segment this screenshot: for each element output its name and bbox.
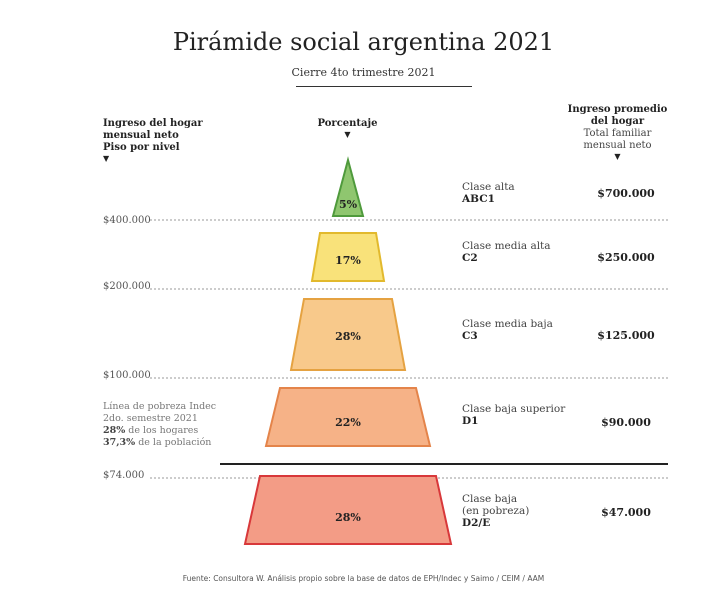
class-code: C3 <box>462 330 478 342</box>
pyramid-layer-abc1 <box>331 156 365 217</box>
households-text: de los hogares <box>128 425 199 436</box>
pyramid-layer-d2e <box>243 475 453 545</box>
class-label-d2e: Clase baja (en pobreza) D2/E <box>462 493 529 529</box>
left-column-header: Ingreso del hogar mensual neto Piso por … <box>103 118 243 162</box>
poverty-households: 28% de los hogares <box>103 425 216 437</box>
chart-subtitle: Cierre 4to trimestre 2021 <box>291 66 436 79</box>
class-name: Clase media baja <box>462 318 553 330</box>
floor-label-74000: $74.000 <box>103 470 145 481</box>
right-header-line-1: Ingreso promedio <box>567 104 668 115</box>
class-code: C2 <box>462 252 478 264</box>
left-header-line-1: Ingreso del hogar <box>103 118 203 129</box>
down-arrow-icon: ▼ <box>344 129 351 139</box>
income-d2e: $47.000 <box>601 506 651 519</box>
down-arrow-icon: ▼ <box>614 151 621 161</box>
class-name: Clase media alta <box>462 240 551 252</box>
floor-label-100000: $100.000 <box>103 370 151 381</box>
class-code: D1 <box>462 415 479 427</box>
pct-label: 17% <box>335 254 361 267</box>
pct-label: 22% <box>335 416 361 429</box>
class-code: ABC1 <box>462 193 495 205</box>
class-name: Clase baja superior <box>462 403 566 415</box>
pct-label: 5% <box>339 198 358 211</box>
left-header-line-2: mensual neto <box>103 130 179 141</box>
population-value: 37,3% <box>103 437 136 448</box>
class-name: Clase alta <box>462 181 515 193</box>
right-header-sub-2: mensual neto <box>583 140 652 151</box>
pyramid-layer-c2 <box>310 232 386 282</box>
income-c2: $250.000 <box>597 251 655 264</box>
class-label-abc1: Clase alta ABC1 <box>462 181 515 205</box>
pyramid-layer-c3 <box>289 298 407 371</box>
right-header-sub-1: Total familiar <box>583 128 652 139</box>
center-column-header: Porcentaje ▼ <box>300 118 395 138</box>
poverty-note: Línea de pobreza Indec 2do. semestre 202… <box>103 401 216 449</box>
down-arrow-icon: ▼ <box>103 153 110 163</box>
floor-label-400000: $400.000 <box>103 215 151 226</box>
right-column-header: Ingreso promedio del hogar Total familia… <box>540 104 695 160</box>
title-underline <box>296 86 472 87</box>
class-label-d1: Clase baja superior D1 <box>462 403 565 427</box>
floor-label-200000: $200.000 <box>103 281 151 292</box>
left-header-line-3: Piso por nivel <box>103 142 180 153</box>
pct-label: 28% <box>335 511 361 524</box>
class-code: D2/E <box>462 517 491 529</box>
households-value: 28% <box>103 425 126 436</box>
income-d1: $90.000 <box>601 416 651 429</box>
poverty-line-2: 2do. semestre 2021 <box>103 413 198 424</box>
pyramid-layer-d1 <box>264 387 432 447</box>
center-header-label: Porcentaje <box>317 118 378 129</box>
source-note: Fuente: Consultora W. Análisis propio so… <box>182 574 545 583</box>
class-label-c2: Clase media alta C2 <box>462 240 551 264</box>
poverty-line-1: Línea de pobreza Indec <box>103 401 217 412</box>
population-text: de la población <box>138 437 212 448</box>
income-c3: $125.000 <box>597 329 655 342</box>
chart-title: Pirámide social argentina 2021 <box>172 28 555 56</box>
income-abc1: $700.000 <box>597 187 655 200</box>
poverty-population: 37,3% de la población <box>103 437 216 449</box>
right-header-line-2: del hogar <box>590 116 645 127</box>
class-name: Clase baja <box>462 493 518 505</box>
class-name-2: (en pobreza) <box>462 505 530 517</box>
pct-label: 28% <box>335 330 361 343</box>
class-label-c3: Clase media baja C3 <box>462 318 553 342</box>
